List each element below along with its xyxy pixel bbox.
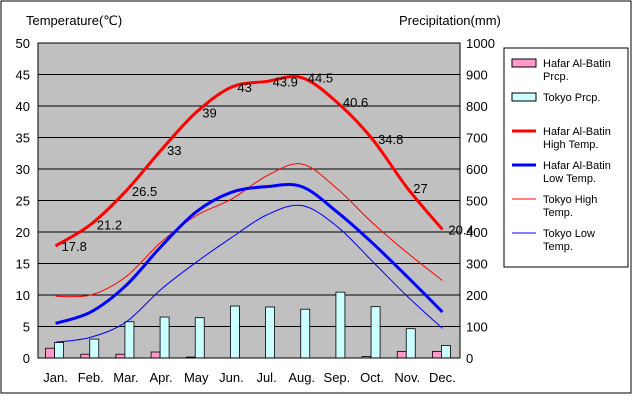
right-tick-label: 900 bbox=[466, 68, 488, 83]
legend-label: Tokyo Prcp. bbox=[543, 92, 600, 104]
left-tick-label: 20 bbox=[16, 225, 30, 240]
legend-label: Hafar Al-Batin bbox=[543, 160, 611, 172]
x-tick-label: Aug. bbox=[288, 370, 315, 385]
data-label: 34.8 bbox=[378, 132, 403, 147]
precip-bar bbox=[115, 353, 126, 359]
x-tick-label: Sep. bbox=[324, 370, 351, 385]
line-layer bbox=[54, 75, 444, 343]
legend-label: Temp. bbox=[543, 207, 573, 219]
precip-bar bbox=[124, 321, 135, 359]
legend-swatch bbox=[511, 58, 537, 68]
right-tick-label: 800 bbox=[466, 99, 488, 114]
legend-box bbox=[503, 47, 629, 268]
right-tick-label: 700 bbox=[466, 131, 488, 146]
left-tick-label: 15 bbox=[16, 257, 30, 272]
axis-layer: 0 0 5 100 10 200 15 300 20 400 25 500 30 600 35 700 40 80… bbox=[16, 36, 495, 385]
legend-label: Tokyo High bbox=[543, 194, 597, 206]
temp-line bbox=[55, 183, 444, 325]
precip-bar bbox=[265, 306, 275, 359]
precip-bar bbox=[54, 342, 64, 359]
precip-bar bbox=[405, 328, 416, 359]
precip-bar bbox=[159, 316, 170, 359]
left-axis-title: Temperature(℃) bbox=[26, 13, 122, 28]
data-label-layer: 17.8 21.2 26.5 33 39 43 43.9 44.5 40.6 34.8 27 20.4 bbox=[62, 71, 474, 254]
legend-label: Tokyo Low bbox=[543, 228, 595, 240]
x-tick-label: May bbox=[184, 370, 209, 385]
left-tick-label: 0 bbox=[23, 351, 30, 366]
x-tick-label: Nov. bbox=[394, 370, 420, 385]
data-label: 27 bbox=[413, 181, 427, 196]
precip-bar bbox=[370, 306, 381, 359]
temp-line bbox=[55, 204, 443, 343]
right-tick-label: 1000 bbox=[466, 36, 495, 51]
right-tick-label: 100 bbox=[466, 320, 488, 335]
legend-label: Low Temp. bbox=[543, 173, 596, 185]
x-tick-label: Dec. bbox=[429, 370, 456, 385]
legend-label: Hafar Al-Batin bbox=[543, 126, 611, 138]
x-tick-label: Apr. bbox=[150, 370, 173, 385]
precip-bar bbox=[45, 347, 55, 359]
left-tick-label: 10 bbox=[16, 288, 30, 303]
left-tick-label: 25 bbox=[16, 194, 30, 209]
x-tick-label: Jan. bbox=[43, 370, 68, 385]
x-tick-label: Feb. bbox=[78, 370, 104, 385]
temp-line bbox=[54, 75, 444, 248]
data-label: 43 bbox=[237, 80, 251, 95]
data-label: 21.2 bbox=[97, 217, 122, 232]
x-tick-label: Jun. bbox=[219, 370, 244, 385]
data-label: 43.9 bbox=[273, 74, 298, 89]
right-tick-label: 500 bbox=[466, 194, 488, 209]
legend-swatch bbox=[511, 92, 537, 102]
left-tick-label: 50 bbox=[16, 36, 30, 51]
left-tick-label: 30 bbox=[16, 162, 30, 177]
precip-bar bbox=[300, 308, 311, 359]
grid-layer bbox=[38, 74, 460, 327]
left-tick-label: 40 bbox=[16, 99, 30, 114]
data-label: 17.8 bbox=[62, 239, 87, 254]
data-label: 40.6 bbox=[343, 95, 368, 110]
legend-label: High Temp. bbox=[543, 139, 598, 151]
right-tick-label: 600 bbox=[466, 162, 488, 177]
x-tick-label: Jul. bbox=[256, 370, 276, 385]
data-label: 33 bbox=[167, 143, 181, 158]
x-tick-label: Mar. bbox=[113, 370, 138, 385]
precip-bar bbox=[80, 353, 91, 359]
right-tick-label: 200 bbox=[466, 288, 488, 303]
precip-bar bbox=[230, 305, 240, 359]
left-tick-label: 45 bbox=[16, 68, 30, 83]
left-tick-label: 5 bbox=[23, 320, 30, 335]
precip-bar bbox=[150, 351, 161, 359]
x-tick-label: Oct. bbox=[360, 370, 384, 385]
precip-bar bbox=[89, 338, 100, 359]
legend-label: Hafar Al-Batin bbox=[543, 58, 611, 70]
precip-bar bbox=[396, 350, 407, 359]
legend-label: Prcp. bbox=[543, 71, 569, 83]
plot-border bbox=[37, 42, 461, 359]
precip-bar bbox=[441, 344, 451, 359]
precip-bar bbox=[335, 291, 346, 359]
data-label: 44.5 bbox=[308, 71, 333, 86]
data-label: 39 bbox=[202, 105, 216, 120]
data-label: 26.5 bbox=[132, 184, 157, 199]
right-tick-label: 400 bbox=[466, 225, 488, 240]
left-tick-label: 35 bbox=[16, 131, 30, 146]
data-label: 20.4 bbox=[448, 222, 473, 237]
right-tick-label: 300 bbox=[466, 257, 488, 272]
precip-bar bbox=[432, 350, 442, 359]
precip-bar bbox=[194, 317, 205, 359]
legend-label: Temp. bbox=[543, 241, 573, 253]
right-axis-title: Precipitation(mm) bbox=[399, 13, 501, 28]
right-tick-label: 0 bbox=[466, 351, 473, 366]
